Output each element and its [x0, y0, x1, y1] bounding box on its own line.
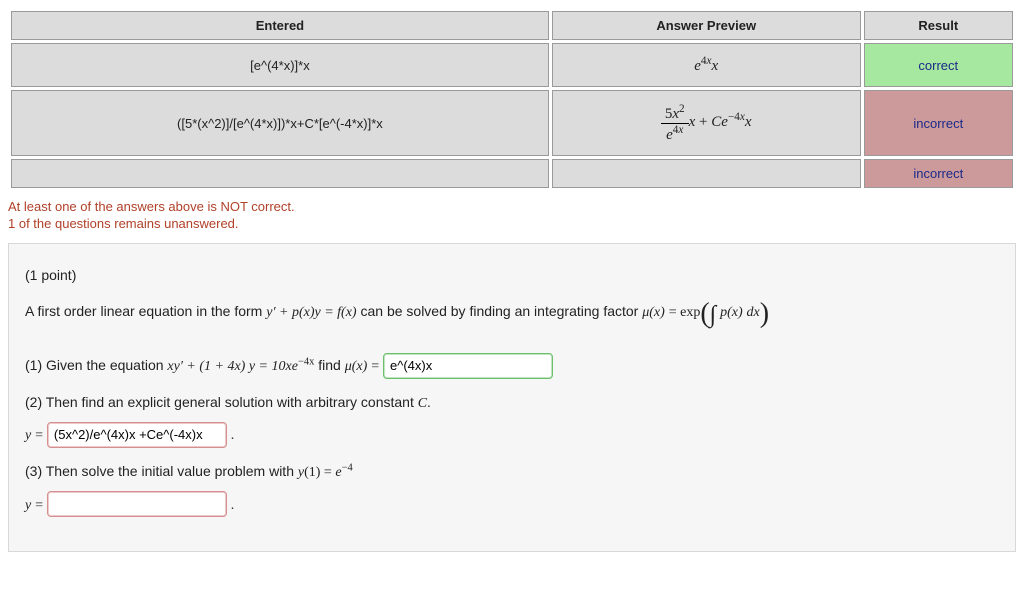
result-cell: correct: [864, 43, 1013, 87]
col-entered: Entered: [11, 11, 549, 40]
entered-cell: ([5*(x^2)]/[e^(4*x)])*x+C*[e^(-4*x)]*x: [11, 90, 549, 156]
result-cell: incorrect: [864, 90, 1013, 156]
y-eq-label: y: [25, 498, 31, 513]
error-message: At least one of the answers above is NOT…: [8, 199, 1016, 214]
q3-line: (3) Then solve the initial value problem…: [25, 458, 999, 487]
col-result: Result: [864, 11, 1013, 40]
q2-answer-line: y = .: [25, 421, 999, 450]
preview-cell: 5x2e4xx + Ce−4xx: [552, 90, 861, 156]
problem-box: (1 point) A first order linear equation …: [8, 243, 1016, 552]
answer-input-1[interactable]: [383, 353, 553, 379]
unanswered-message: 1 of the questions remains unanswered.: [8, 216, 1016, 231]
entered-cell: [e^(4*x)]*x: [11, 43, 549, 87]
q3-answer-line: y = .: [25, 491, 999, 520]
q1-line: (1) Given the equation xy′ + (1 + 4x) y …: [25, 352, 999, 381]
q1-b: find: [318, 357, 344, 373]
points-label: (1 point): [25, 262, 999, 289]
intro-line: A first order linear equation in the for…: [25, 293, 999, 339]
table-row: incorrect: [11, 159, 1013, 188]
intro-b: can be solved by finding an integrating …: [360, 303, 642, 319]
answer-input-2[interactable]: [47, 422, 227, 448]
table-row: ([5*(x^2)]/[e^(4*x)])*x+C*[e^(-4*x)]*x 5…: [11, 90, 1013, 156]
intro-a: A first order linear equation in the for…: [25, 303, 266, 319]
q2-text: (2) Then find an explicit general soluti…: [25, 394, 418, 410]
table-row: [e^(4*x)]*x e4xx correct: [11, 43, 1013, 87]
q1-a: (1) Given the equation: [25, 357, 167, 373]
entered-cell: [11, 159, 549, 188]
col-preview: Answer Preview: [552, 11, 861, 40]
y-eq-label: y: [25, 428, 31, 443]
results-table: Entered Answer Preview Result [e^(4*x)]*…: [8, 8, 1016, 191]
answer-input-3[interactable]: [47, 491, 227, 517]
q3-a: (3) Then solve the initial value problem…: [25, 463, 298, 479]
result-cell: incorrect: [864, 159, 1013, 188]
preview-cell: e4xx: [552, 43, 861, 87]
q2-line: (2) Then find an explicit general soluti…: [25, 389, 999, 418]
preview-cell: [552, 159, 861, 188]
